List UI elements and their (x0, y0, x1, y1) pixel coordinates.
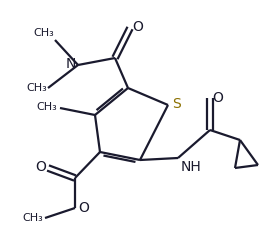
Text: O: O (212, 91, 223, 105)
Text: CH₃: CH₃ (33, 28, 54, 38)
Text: O: O (78, 201, 89, 215)
Text: N: N (66, 57, 76, 71)
Text: CH₃: CH₃ (22, 213, 43, 223)
Text: O: O (35, 160, 46, 174)
Text: NH: NH (181, 160, 202, 174)
Text: CH₃: CH₃ (26, 83, 47, 93)
Text: CH₃: CH₃ (36, 102, 57, 112)
Text: O: O (132, 20, 143, 34)
Text: S: S (172, 97, 181, 111)
